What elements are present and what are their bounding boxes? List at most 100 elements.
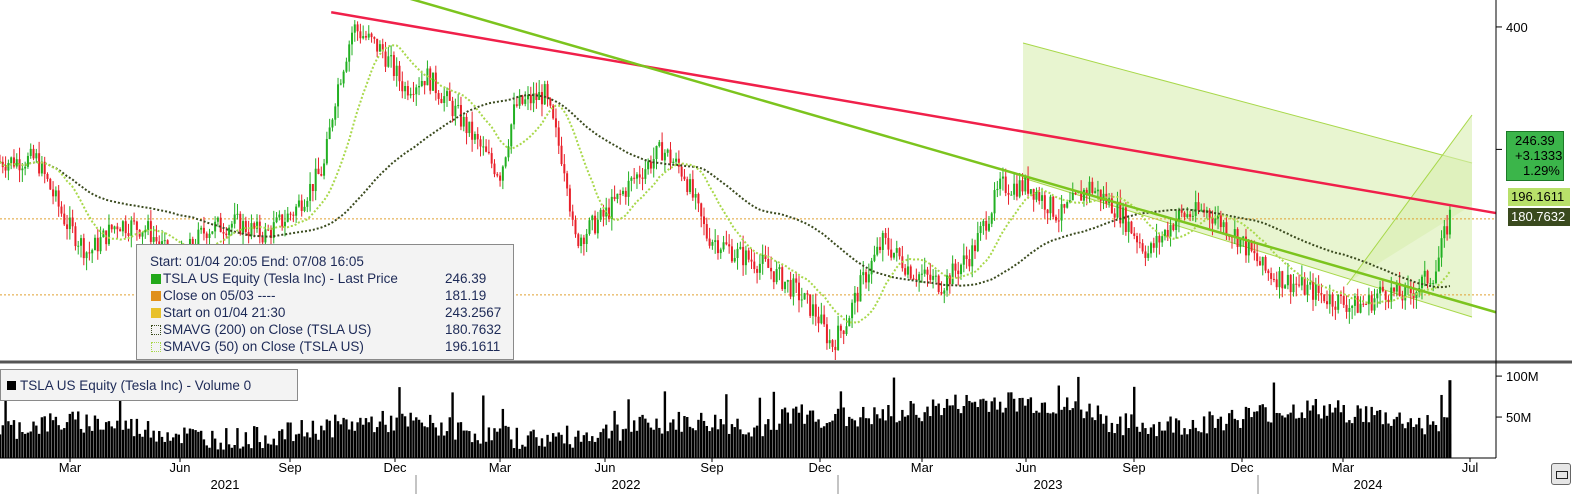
volume-bar bbox=[755, 425, 759, 458]
candle bbox=[88, 241, 91, 261]
volume-bar bbox=[551, 433, 555, 458]
volume-bar bbox=[591, 436, 594, 458]
chart-options-icon[interactable] bbox=[1551, 463, 1571, 485]
candle-body bbox=[837, 325, 840, 351]
candle-body bbox=[283, 221, 286, 227]
candle bbox=[454, 98, 457, 126]
candle-body bbox=[661, 142, 664, 161]
candle bbox=[638, 165, 641, 185]
volume-bar bbox=[49, 413, 52, 458]
candle-body bbox=[1387, 299, 1390, 302]
candle bbox=[471, 111, 474, 152]
candle bbox=[1275, 271, 1278, 291]
volume-bar bbox=[867, 418, 871, 458]
volume-bar bbox=[781, 409, 784, 458]
candle bbox=[121, 220, 124, 237]
candle-body bbox=[577, 234, 580, 247]
candle bbox=[851, 299, 854, 328]
candle-body bbox=[445, 91, 448, 97]
volume-bar bbox=[146, 421, 150, 458]
volume-bar bbox=[1314, 398, 1318, 458]
candle-body bbox=[644, 169, 647, 179]
volume-bar bbox=[1225, 423, 1228, 458]
candle-body bbox=[242, 221, 245, 234]
volume-legend[interactable]: TSLA US Equity (Tesla Inc) - Volume 0 bbox=[0, 369, 298, 401]
volume-bar bbox=[283, 439, 287, 458]
candle bbox=[834, 339, 837, 361]
candle-body bbox=[1373, 298, 1376, 311]
candle bbox=[398, 61, 401, 91]
candle bbox=[1306, 277, 1309, 303]
candle-body bbox=[311, 184, 314, 192]
candle bbox=[890, 238, 893, 261]
volume-bar bbox=[1060, 409, 1063, 458]
candle bbox=[1432, 280, 1435, 292]
candle-body bbox=[264, 229, 267, 243]
price-legend[interactable]: Start: 01/04 20:05 End: 07/08 16:05 TSLA… bbox=[136, 244, 514, 360]
candle bbox=[831, 339, 834, 353]
candle-body bbox=[1080, 191, 1083, 201]
candle bbox=[708, 227, 711, 249]
volume-bar bbox=[998, 401, 1002, 458]
candle-body bbox=[1071, 192, 1074, 201]
candle-body bbox=[828, 340, 831, 344]
candle bbox=[641, 167, 644, 191]
candle bbox=[649, 155, 652, 174]
volume-bar bbox=[1269, 422, 1273, 458]
candle bbox=[543, 80, 546, 106]
volume-bar bbox=[797, 412, 801, 458]
volume-bar bbox=[898, 420, 901, 458]
volume-bar bbox=[1096, 405, 1100, 458]
candle-body bbox=[1041, 195, 1044, 201]
candle-body bbox=[1409, 286, 1412, 294]
candle bbox=[222, 223, 225, 244]
candle bbox=[711, 239, 714, 250]
candle bbox=[733, 249, 736, 263]
candle-body bbox=[1052, 196, 1055, 217]
volume-bar bbox=[971, 402, 974, 458]
candle-body bbox=[1152, 243, 1155, 248]
volume-bar bbox=[1423, 434, 1426, 458]
volume-bar bbox=[1345, 422, 1348, 458]
candle bbox=[1133, 227, 1136, 240]
candle bbox=[828, 329, 831, 349]
candle-body bbox=[96, 237, 99, 252]
volume-bar bbox=[666, 431, 669, 458]
candle bbox=[303, 199, 306, 213]
candle bbox=[1110, 192, 1113, 214]
volume-bar bbox=[177, 434, 180, 458]
candle-body bbox=[1320, 293, 1323, 295]
candle-body bbox=[239, 213, 242, 234]
candle-body bbox=[147, 221, 150, 230]
volume-bar bbox=[1295, 418, 1298, 458]
volume-bar bbox=[1392, 419, 1396, 458]
candle bbox=[876, 237, 879, 257]
candle bbox=[613, 185, 616, 202]
volume-bar bbox=[1303, 418, 1306, 458]
volume-bar bbox=[1133, 386, 1136, 458]
volume-bar bbox=[236, 428, 239, 458]
volume-bar bbox=[1091, 417, 1094, 458]
volume-bar bbox=[32, 421, 35, 458]
candle bbox=[820, 302, 823, 325]
volume-bar bbox=[713, 414, 717, 458]
candle bbox=[862, 260, 865, 285]
candle-body bbox=[261, 236, 264, 243]
legend-header: Start: 01/04 20:05 End: 07/08 16:05 bbox=[150, 254, 364, 269]
candle-body bbox=[247, 232, 250, 236]
volume-bar bbox=[1367, 422, 1371, 458]
volume-bar bbox=[331, 437, 334, 458]
volume-bar bbox=[820, 427, 823, 458]
candle-body bbox=[594, 215, 597, 234]
volume-bar bbox=[1021, 397, 1024, 458]
candle-body bbox=[630, 177, 633, 181]
volume-bar bbox=[482, 395, 485, 458]
volume-bar bbox=[618, 440, 622, 458]
candle bbox=[1373, 288, 1376, 315]
candle bbox=[24, 161, 27, 176]
candle bbox=[825, 317, 828, 350]
candle-body bbox=[429, 68, 432, 91]
candle bbox=[926, 266, 929, 287]
candle bbox=[856, 286, 859, 313]
candle-body bbox=[54, 190, 57, 197]
